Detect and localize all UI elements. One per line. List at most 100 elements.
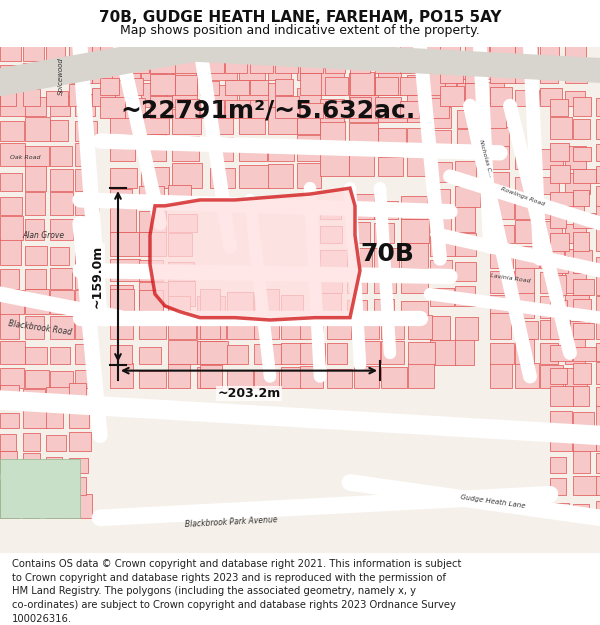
Bar bbox=[540, 46, 559, 61]
Bar bbox=[0, 173, 22, 191]
Bar bbox=[573, 119, 590, 139]
Bar bbox=[0, 341, 25, 364]
Bar bbox=[139, 232, 166, 256]
Text: Oak Road: Oak Road bbox=[10, 155, 41, 160]
Bar bbox=[327, 343, 347, 364]
Bar bbox=[23, 41, 44, 61]
Bar bbox=[550, 165, 570, 184]
Bar bbox=[515, 38, 538, 61]
Bar bbox=[281, 367, 302, 388]
Bar bbox=[75, 290, 97, 314]
Bar bbox=[0, 451, 17, 473]
Bar bbox=[23, 89, 40, 106]
Bar bbox=[110, 259, 140, 281]
Bar bbox=[573, 363, 592, 384]
Bar bbox=[50, 268, 71, 289]
Bar bbox=[430, 236, 455, 256]
Bar bbox=[150, 96, 172, 118]
Bar bbox=[325, 78, 348, 95]
Bar bbox=[596, 316, 600, 339]
Bar bbox=[347, 194, 374, 219]
Bar bbox=[110, 289, 134, 314]
Bar bbox=[46, 457, 62, 473]
Bar bbox=[540, 149, 563, 169]
Bar bbox=[596, 206, 600, 228]
Bar bbox=[550, 430, 572, 451]
Bar bbox=[239, 141, 267, 161]
Bar bbox=[23, 478, 46, 496]
Bar bbox=[250, 100, 268, 118]
Bar bbox=[0, 480, 20, 496]
Bar bbox=[565, 91, 585, 106]
Text: Alan Grove: Alan Grove bbox=[22, 231, 64, 239]
Bar bbox=[484, 82, 504, 103]
Bar bbox=[573, 299, 591, 318]
Bar bbox=[573, 169, 596, 184]
Bar bbox=[175, 49, 201, 72]
Bar bbox=[378, 128, 406, 149]
Bar bbox=[354, 366, 379, 388]
Bar bbox=[573, 147, 590, 161]
Bar bbox=[200, 289, 220, 314]
Bar bbox=[550, 99, 568, 116]
Bar bbox=[168, 281, 195, 306]
Bar bbox=[300, 366, 323, 388]
Bar bbox=[281, 295, 303, 314]
Bar bbox=[175, 29, 196, 51]
Bar bbox=[430, 54, 452, 79]
Bar bbox=[407, 94, 435, 122]
Bar bbox=[75, 121, 97, 141]
Bar bbox=[540, 271, 562, 293]
Bar bbox=[515, 339, 534, 364]
Bar bbox=[596, 258, 600, 273]
Text: Map shows position and indicative extent of the property.: Map shows position and indicative extent… bbox=[120, 24, 480, 36]
Bar bbox=[430, 340, 456, 365]
Bar bbox=[596, 98, 600, 116]
Bar bbox=[50, 316, 74, 339]
Bar bbox=[50, 121, 68, 141]
Bar bbox=[349, 73, 375, 95]
Bar bbox=[250, 80, 268, 95]
Bar bbox=[457, 83, 484, 103]
Bar bbox=[407, 47, 429, 68]
Bar bbox=[430, 209, 451, 232]
Bar bbox=[565, 249, 589, 268]
Bar bbox=[408, 342, 436, 364]
Bar bbox=[350, 72, 374, 95]
Bar bbox=[430, 288, 454, 306]
Bar bbox=[455, 262, 476, 281]
Bar bbox=[596, 452, 600, 473]
Bar bbox=[168, 340, 197, 364]
Bar bbox=[139, 289, 163, 314]
Bar bbox=[125, 98, 145, 118]
Bar bbox=[23, 433, 40, 451]
Bar bbox=[515, 246, 539, 268]
Text: co-ordinates) are subject to Crown copyright and database rights 2023 Ordnance S: co-ordinates) are subject to Crown copyr… bbox=[12, 600, 456, 610]
Bar bbox=[46, 435, 66, 451]
Bar bbox=[596, 186, 600, 206]
Bar bbox=[515, 268, 534, 293]
Bar bbox=[573, 322, 594, 339]
Bar bbox=[69, 477, 86, 496]
Bar bbox=[596, 296, 600, 318]
Bar bbox=[565, 321, 589, 339]
Bar bbox=[596, 273, 600, 295]
Bar bbox=[401, 219, 429, 244]
Bar bbox=[50, 169, 73, 191]
Polygon shape bbox=[150, 188, 360, 320]
Text: Blackbrook Road: Blackbrook Road bbox=[8, 319, 73, 338]
Bar bbox=[550, 316, 570, 339]
Bar bbox=[408, 364, 434, 388]
Bar bbox=[268, 107, 296, 134]
Bar bbox=[540, 343, 558, 364]
Bar bbox=[596, 166, 600, 184]
Text: Rowlings Road: Rowlings Road bbox=[500, 186, 545, 207]
Bar bbox=[573, 412, 594, 428]
Bar bbox=[378, 101, 407, 122]
Bar bbox=[596, 228, 600, 251]
Bar bbox=[550, 368, 567, 384]
Bar bbox=[168, 262, 194, 281]
Bar bbox=[227, 370, 253, 388]
Bar bbox=[125, 52, 149, 72]
Bar bbox=[0, 121, 24, 141]
